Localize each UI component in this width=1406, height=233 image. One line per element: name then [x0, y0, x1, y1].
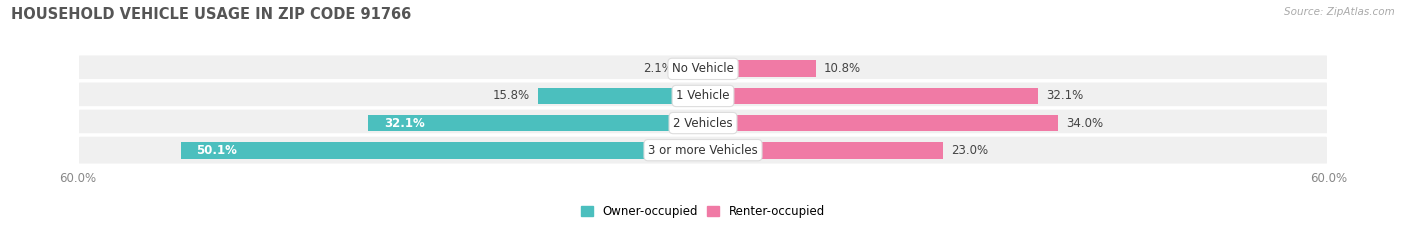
- Text: 34.0%: 34.0%: [1066, 116, 1104, 130]
- Bar: [703, 61, 815, 77]
- Text: 2 Vehicles: 2 Vehicles: [673, 116, 733, 130]
- Text: Source: ZipAtlas.com: Source: ZipAtlas.com: [1284, 7, 1395, 17]
- FancyBboxPatch shape: [77, 81, 1329, 111]
- Text: 15.8%: 15.8%: [492, 89, 530, 103]
- Bar: [703, 88, 1038, 104]
- Legend: Owner-occupied, Renter-occupied: Owner-occupied, Renter-occupied: [576, 200, 830, 223]
- Bar: [368, 115, 703, 131]
- Text: 50.1%: 50.1%: [197, 144, 238, 157]
- Text: No Vehicle: No Vehicle: [672, 62, 734, 75]
- Text: 3 or more Vehicles: 3 or more Vehicles: [648, 144, 758, 157]
- FancyBboxPatch shape: [77, 135, 1329, 165]
- FancyBboxPatch shape: [77, 108, 1329, 138]
- Bar: [681, 61, 703, 77]
- Text: 1 Vehicle: 1 Vehicle: [676, 89, 730, 103]
- FancyBboxPatch shape: [77, 54, 1329, 84]
- Text: 32.1%: 32.1%: [384, 116, 425, 130]
- Bar: [180, 142, 703, 158]
- Bar: [703, 142, 943, 158]
- Bar: [538, 88, 703, 104]
- Text: 23.0%: 23.0%: [952, 144, 988, 157]
- Text: 2.1%: 2.1%: [643, 62, 672, 75]
- Text: HOUSEHOLD VEHICLE USAGE IN ZIP CODE 91766: HOUSEHOLD VEHICLE USAGE IN ZIP CODE 9176…: [11, 7, 412, 22]
- Text: 32.1%: 32.1%: [1046, 89, 1084, 103]
- Text: 10.8%: 10.8%: [824, 62, 860, 75]
- Bar: [703, 115, 1057, 131]
